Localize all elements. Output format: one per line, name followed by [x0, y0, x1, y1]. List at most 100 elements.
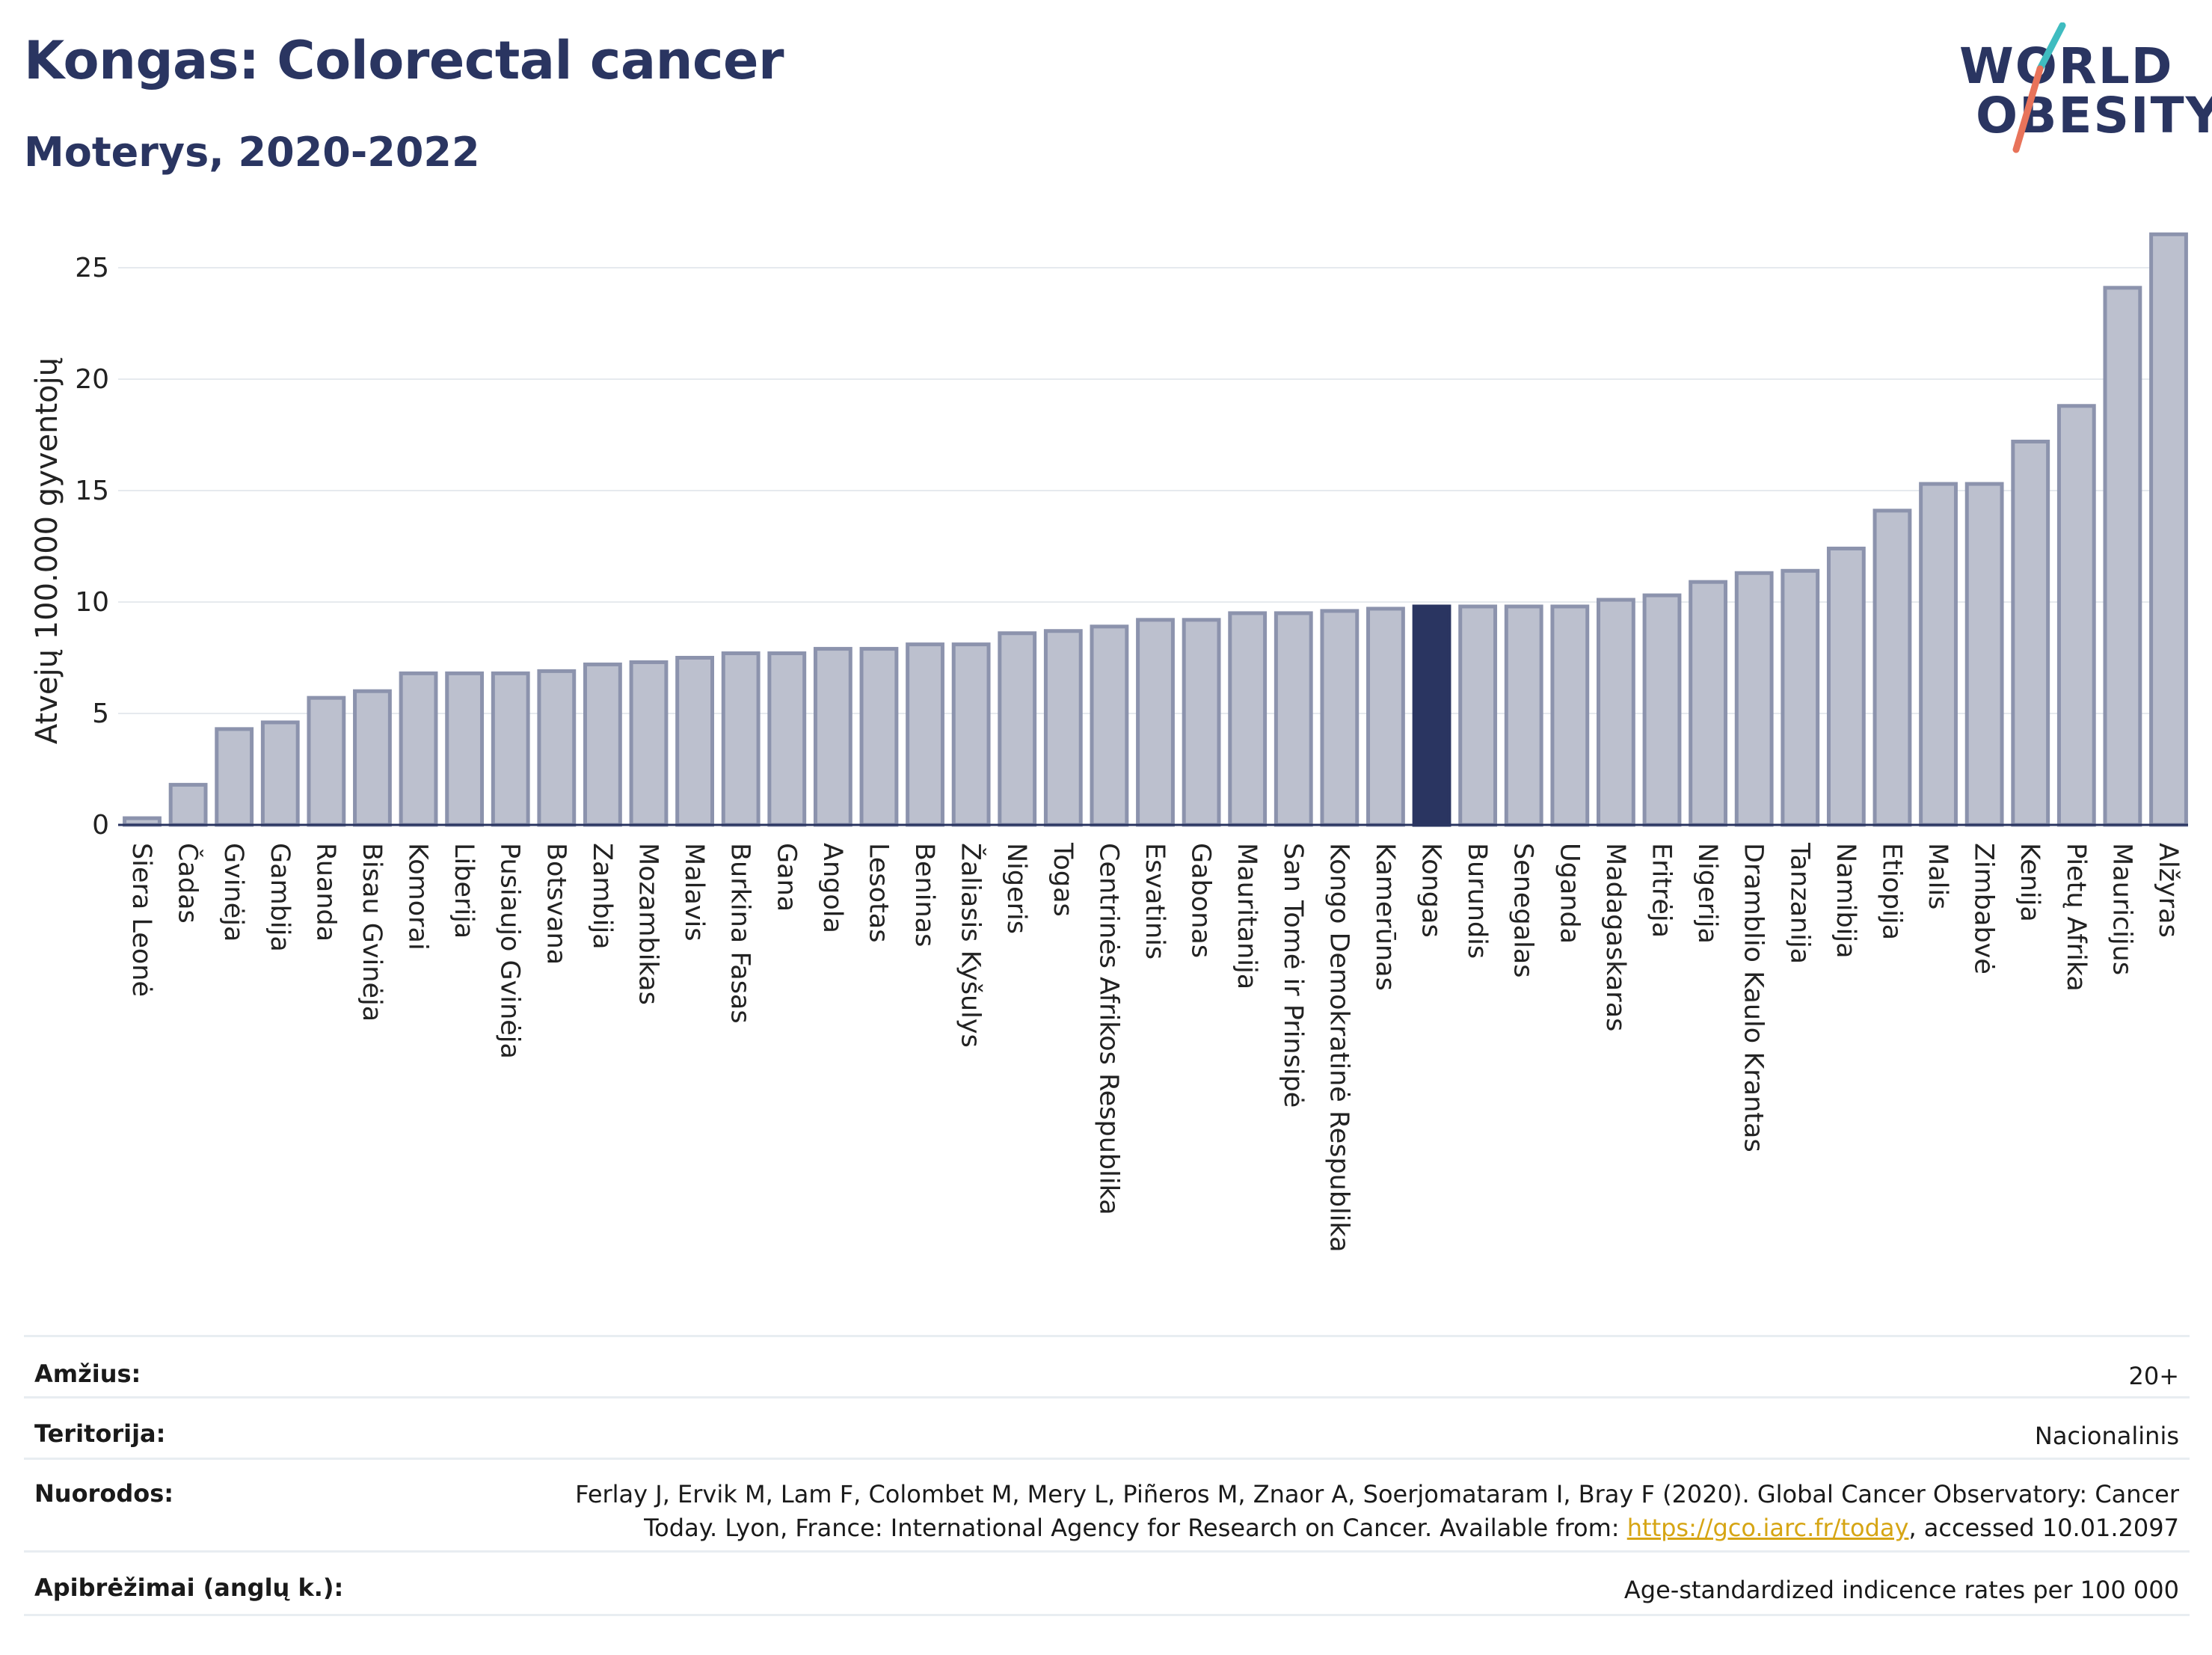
bar	[1781, 568, 1820, 827]
y-tick-label: 10	[75, 587, 109, 618]
x-tick-label: Žaliasis Kyšulys	[956, 843, 987, 1048]
bar	[1504, 604, 1543, 827]
bar-chart: 0 5 10 15 20 25 Atvejų 100.000 gyventojų Siera …	[30, 232, 2188, 1253]
bar	[583, 662, 622, 827]
bar	[168, 782, 208, 827]
bar	[1228, 611, 1268, 827]
bar	[2149, 232, 2188, 827]
x-tick-label: Čadas	[173, 843, 204, 924]
bar	[399, 671, 438, 827]
chart-subtitle: Moterys, 2020-2022	[24, 129, 480, 176]
x-tick-label: Mauricijus	[2107, 843, 2136, 975]
x-tick-label: Mauritanija	[1232, 843, 1262, 989]
meta-references-label: Nuorodos:	[34, 1479, 174, 1508]
x-tick-label: Eritrėja	[1647, 843, 1677, 938]
x-tick-label: Zambija	[587, 843, 617, 950]
x-tick-label: Gabonas	[1186, 843, 1216, 958]
bar	[537, 669, 577, 827]
bar	[1136, 618, 1175, 827]
logo-line-1: WORLD	[1959, 37, 2174, 95]
y-tick-label: 0	[92, 810, 109, 841]
world-obesity-logo: WORLD OBESITY	[1944, 22, 2212, 157]
x-tick-label: Lesotas	[863, 843, 893, 942]
x-tick-label: Senegalas	[1508, 843, 1538, 978]
x-tick-label: Kenija	[2015, 843, 2044, 922]
meta-territory-label: Teritorija:	[34, 1419, 166, 1448]
y-tick-label: 20	[75, 364, 109, 395]
bar	[998, 631, 1037, 827]
x-tick-label: Malavis	[679, 843, 709, 942]
meta-territory-value: Nacionalinis	[2034, 1422, 2179, 1450]
bar	[951, 642, 991, 827]
x-tick-label: Tanzanija	[1784, 842, 1814, 964]
bar	[1964, 482, 2004, 827]
meta-definitions-label: Apibrėžimai (anglų k.):	[34, 1573, 344, 1602]
bar	[1597, 598, 1635, 827]
meta-references-line-1: Ferlay J, Ervik M, Lam F, Colombet M, Me…	[575, 1480, 2179, 1508]
chart-title: Kongas: Colorectal cancer	[24, 30, 784, 91]
bar	[1872, 509, 1912, 827]
bar	[1919, 482, 1958, 827]
meta-age-value: 20+	[2128, 1362, 2179, 1390]
meta-age-label: Amžius:	[34, 1360, 141, 1388]
meta-row-age: Amžius: 20+	[24, 1335, 2190, 1398]
x-tick-label: Kongas	[1416, 843, 1446, 938]
logo-line-2: OBESITY	[1976, 87, 2212, 144]
bar	[1550, 604, 1590, 827]
x-tick-label: Uganda	[1554, 843, 1584, 944]
meta-row-references: Nuorodos: Ferlay J, Ervik M, Lam F, Colo…	[24, 1458, 2190, 1553]
x-tick-label: Pusiaujo Gvinėja	[495, 843, 525, 1059]
x-tick-label: San Tomė ir Prinsipė	[1278, 843, 1308, 1108]
bar	[2011, 439, 2050, 827]
x-tick-label: Gambija	[265, 843, 295, 952]
x-tick-label: Zimbabvė	[1969, 843, 1999, 974]
bar	[1320, 609, 1360, 827]
x-tick-label: Kamerūnas	[1370, 843, 1400, 991]
x-tick-label: Nigerija	[1692, 843, 1722, 944]
bar	[1642, 593, 1682, 827]
bar	[675, 656, 714, 827]
x-tick-label: Dramblio Kaulo Krantas	[1739, 843, 1769, 1152]
meta-row-territory: Teritorija: Nacionalinis	[24, 1396, 2190, 1460]
x-tick-label: Mozambikas	[633, 843, 663, 1005]
bar	[1182, 618, 1221, 827]
bar	[1689, 580, 1727, 827]
x-tick-label: Liberija	[449, 843, 479, 939]
meta-references-line-2: Today. Lyon, France: International Agenc…	[575, 1511, 2179, 1545]
bar	[353, 689, 392, 827]
x-tick-label: Angola	[817, 843, 847, 933]
bar	[1826, 546, 1866, 827]
bar	[2103, 286, 2142, 827]
x-tick-label: Gvinėja	[218, 843, 248, 942]
x-tick-label: Kongo Demokratinė Respublika	[1324, 843, 1354, 1253]
x-tick-label: Bisau Gvinėja	[357, 843, 387, 1022]
x-tick-label: Gana	[771, 843, 801, 912]
x-tick-label: Etiopija	[1876, 843, 1906, 940]
bar	[859, 647, 899, 827]
bar	[629, 660, 669, 827]
x-tick-label: Burkina Fasas	[725, 843, 755, 1024]
x-tick-label: Ruanda	[310, 843, 340, 942]
bar	[2056, 404, 2096, 827]
bar	[1274, 611, 1313, 827]
x-tick-label: Komorai	[403, 843, 433, 951]
bar	[215, 727, 254, 827]
x-tick-label: Burundis	[1462, 843, 1492, 959]
bar	[1458, 604, 1498, 827]
references-link[interactable]: https://gco.iarc.fr/today	[1626, 1513, 1909, 1542]
bar	[445, 671, 485, 827]
bar	[491, 671, 530, 827]
meta-definitions-value: Age-standardized indicence rates per 100…	[1623, 1576, 2179, 1604]
x-tick-label: Nigeris	[1001, 843, 1031, 934]
x-tick-label: Namibija	[1831, 843, 1861, 959]
bar-highlighted	[1412, 604, 1451, 827]
meta-references-accessed: , accessed 10.01.2097	[1908, 1513, 2179, 1542]
x-tick-label: Madagaskaras	[1600, 843, 1630, 1031]
bar	[813, 647, 852, 827]
bar	[721, 651, 761, 827]
bar	[1043, 629, 1083, 827]
bar	[906, 642, 944, 827]
y-tick-label: 5	[92, 698, 109, 729]
x-tick-label: Alžyras	[2153, 843, 2183, 938]
meta-references-text: Today. Lyon, France: International Agenc…	[644, 1513, 1627, 1542]
